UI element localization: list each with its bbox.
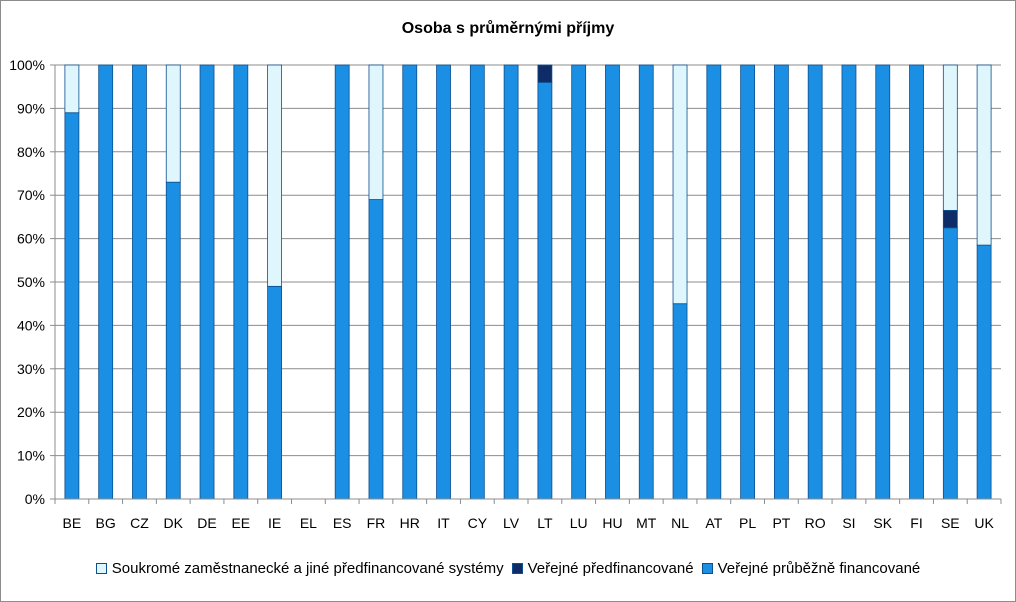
x-tick-label: PL: [739, 515, 756, 531]
legend-swatch: [511, 563, 523, 574]
legend-item: Soukromé zaměstnanecké a jiné předfinanc…: [95, 560, 504, 577]
y-tick-label: 30%: [17, 361, 45, 377]
x-tick-label: FR: [367, 515, 386, 531]
legend-swatch: [701, 563, 713, 574]
x-tick-label: DE: [197, 515, 216, 531]
y-tick-label: 0%: [25, 491, 45, 507]
bar-segment: [503, 64, 519, 500]
bar-segment: [605, 64, 620, 500]
bar-segment: [368, 199, 384, 500]
legend-item: Veřejné předfinancované: [511, 560, 694, 577]
axes: 0% 10% 20% 30% 40% 50% 60% 70% 80% 90% 100% BE BG CZ D…: [9, 57, 1002, 531]
bar-segment: [740, 64, 756, 500]
bar-segment: [98, 64, 114, 500]
y-tick-label: 100%: [9, 57, 45, 73]
bar-segment: [976, 244, 992, 500]
x-tick-label: PT: [772, 515, 790, 531]
x-tick-label: EL: [300, 515, 317, 531]
y-tick-label: 70%: [17, 187, 45, 203]
y-tick-label: 80%: [17, 144, 45, 160]
x-tick-label: FI: [910, 515, 922, 531]
x-tick-label: BE: [63, 515, 82, 531]
bar-segment: [571, 64, 587, 500]
chart-title: Osoba s průměrnými příjmy: [401, 20, 615, 37]
x-tick-label: ES: [333, 515, 352, 531]
bar-segment: [672, 303, 688, 500]
bar-segment: [537, 64, 553, 83]
bar-segment: [199, 64, 215, 500]
bar-segment: [165, 181, 181, 500]
bar-segment: [976, 64, 992, 246]
bar-segment: [875, 64, 891, 500]
x-tick-label: IE: [268, 515, 281, 531]
legend: Soukromé zaměstnanecké a jiné předfinanc…: [0, 560, 1016, 577]
bars: [64, 64, 992, 500]
x-tick-label: LU: [570, 515, 588, 531]
x-tick-label: IT: [437, 515, 450, 531]
x-tick-label: BG: [96, 515, 116, 531]
bar-segment: [267, 285, 283, 500]
bar-segment: [64, 64, 80, 114]
bar-segment: [537, 81, 553, 500]
bar-segment: [807, 64, 823, 500]
x-tick-label: CZ: [130, 515, 149, 531]
x-tick-label: LT: [537, 515, 553, 531]
legend-item: Veřejné průběžně financované: [701, 560, 921, 577]
x-tick-label: LV: [503, 515, 520, 531]
x-tick-label: HU: [602, 515, 622, 531]
bar-segment: [942, 64, 958, 211]
x-tick-label: HR: [400, 515, 420, 531]
x-tick-label: SI: [842, 515, 855, 531]
x-tick-label: EE: [231, 515, 250, 531]
gridlines: [55, 64, 1001, 457]
bar-segment: [942, 227, 958, 500]
legend-swatch: [95, 563, 107, 574]
bar-segment: [233, 64, 249, 500]
x-tick-label: NL: [671, 515, 689, 531]
bar-segment: [64, 112, 80, 500]
bar-segment: [706, 64, 722, 500]
bar-segment: [436, 64, 451, 500]
x-tick-label: UK: [974, 515, 994, 531]
x-tick-label: SK: [873, 515, 892, 531]
bar-segment: [909, 64, 924, 500]
y-tick-label: 50%: [17, 274, 45, 290]
x-tick-label: DK: [164, 515, 184, 531]
bar-segment: [334, 64, 350, 500]
bar-segment: [638, 64, 654, 500]
x-tick-label: AT: [705, 515, 722, 531]
bar-segment: [672, 64, 688, 305]
y-tick-label: 60%: [17, 231, 45, 247]
x-tick-label: RO: [805, 515, 826, 531]
y-tick-label: 20%: [17, 404, 45, 420]
bar-segment: [841, 64, 857, 500]
bar-segment: [132, 64, 147, 500]
bar-segment: [165, 64, 181, 183]
bar-segment: [368, 64, 384, 200]
bar-segment: [773, 64, 789, 500]
bar-segment: [267, 64, 283, 287]
x-tick-label: SE: [941, 515, 960, 531]
y-tick-label: 90%: [17, 100, 45, 116]
bar-segment: [402, 64, 418, 500]
legend-label: Veřejné průběžně financované: [717, 560, 921, 577]
x-tick-label: CY: [468, 515, 488, 531]
legend-label: Veřejné předfinancované: [527, 560, 694, 577]
bar-segment: [469, 64, 485, 500]
bar-segment: [942, 209, 958, 229]
y-tick-label: 10%: [17, 448, 45, 464]
legend-label: Soukromé zaměstnanecké a jiné předfinanc…: [111, 560, 504, 577]
x-tick-label: MT: [636, 515, 657, 531]
y-tick-label: 40%: [17, 317, 45, 333]
